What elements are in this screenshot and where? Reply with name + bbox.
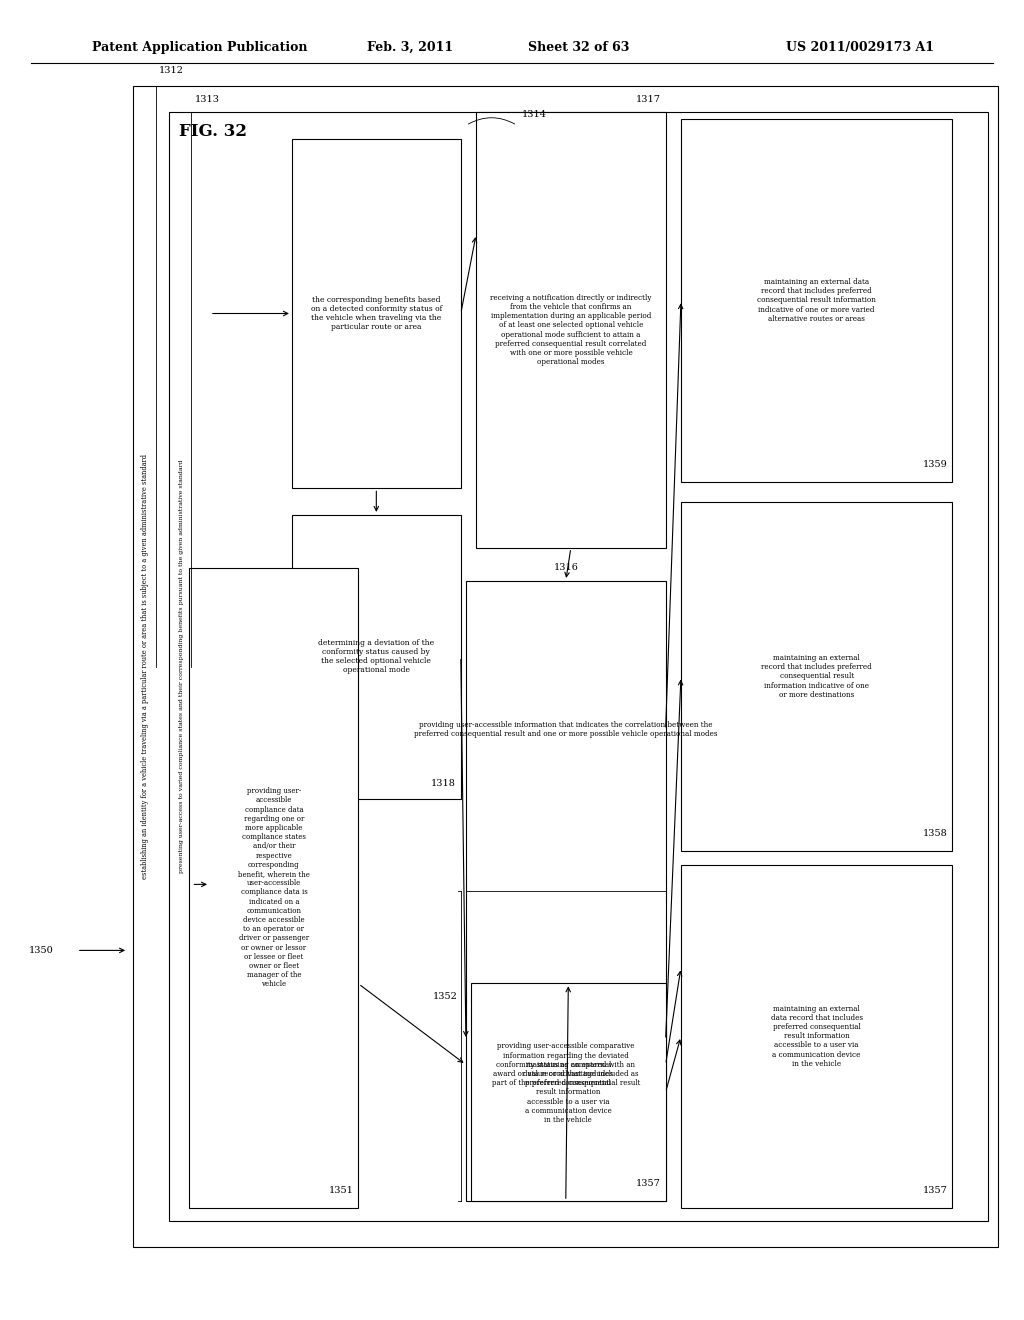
- Text: providing user-accessible information that indicates the correlation between the: providing user-accessible information th…: [414, 721, 718, 738]
- Text: 1314: 1314: [522, 110, 547, 119]
- Text: Feb. 3, 2011: Feb. 3, 2011: [367, 41, 453, 54]
- Text: establishing an identity for a vehicle traveling via a particular route or area : establishing an identity for a vehicle t…: [141, 454, 150, 879]
- Text: 1316: 1316: [553, 562, 579, 572]
- Text: 1357: 1357: [923, 1185, 947, 1195]
- Bar: [476, 112, 666, 548]
- Bar: [292, 515, 461, 799]
- Text: 1312: 1312: [159, 66, 183, 75]
- Text: providing user-accessible comparative
information regarding the deviated
conform: providing user-accessible comparative in…: [492, 1043, 640, 1088]
- Text: 1358: 1358: [923, 829, 947, 838]
- Text: maintaining an external
data record that includes
preferred consequential
result: maintaining an external data record that…: [771, 1005, 862, 1068]
- Bar: [133, 86, 998, 1247]
- Text: the corresponding benefits based
on a detected conformity status of
the vehicle : the corresponding benefits based on a de…: [310, 296, 442, 331]
- Text: receiving a notification directly or indirectly
from the vehicle that confirms a: receiving a notification directly or ind…: [490, 294, 651, 366]
- Text: Patent Application Publication: Patent Application Publication: [92, 41, 307, 54]
- Text: 1351: 1351: [329, 1185, 353, 1195]
- Bar: [681, 865, 952, 1208]
- Bar: [471, 983, 666, 1201]
- Text: 1359: 1359: [923, 459, 947, 469]
- Text: determining a deviation of the
conformity status caused by
the selected optional: determining a deviation of the conformit…: [318, 639, 434, 675]
- Text: US 2011/0029173 A1: US 2011/0029173 A1: [786, 41, 934, 54]
- Text: 1317: 1317: [636, 95, 660, 104]
- Bar: [681, 502, 952, 851]
- Text: providing user-
accessible
compliance data
regarding one or
more applicable
comp: providing user- accessible compliance da…: [238, 787, 310, 989]
- Text: 1357: 1357: [636, 1179, 660, 1188]
- Text: 1318: 1318: [431, 779, 456, 788]
- Text: maintaining an external
data record that includes
preferred consequential
result: maintaining an external data record that…: [523, 1061, 613, 1123]
- Bar: [292, 139, 461, 488]
- Text: 1350: 1350: [29, 946, 53, 954]
- Text: maintaining an external
record that includes preferred
consequential result
info: maintaining an external record that incl…: [761, 655, 872, 698]
- Bar: [189, 568, 358, 1208]
- Text: presenting user-access to varied compliance states and their corresponding benef: presenting user-access to varied complia…: [179, 459, 183, 874]
- Text: Sheet 32 of 63: Sheet 32 of 63: [528, 41, 629, 54]
- Bar: [466, 581, 666, 1201]
- Text: 1352: 1352: [433, 991, 458, 1001]
- Bar: [169, 112, 988, 1221]
- Text: 1313: 1313: [195, 95, 219, 104]
- Text: FIG. 32: FIG. 32: [179, 124, 247, 140]
- Bar: [681, 119, 952, 482]
- Text: maintaining an external data
record that includes preferred
consequential result: maintaining an external data record that…: [757, 279, 877, 322]
